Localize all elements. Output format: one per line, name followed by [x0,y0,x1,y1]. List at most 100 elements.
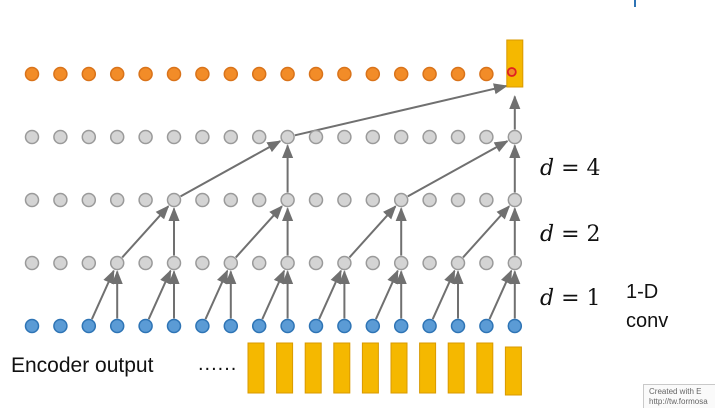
hidden-node [308,192,324,208]
hidden-node [479,255,494,271]
input-node [308,318,324,334]
dilation-label-1: d = 1 [540,286,601,311]
conv-label: 1-D conv [626,278,668,336]
hidden-node [223,129,239,145]
encoder-output-bar [447,342,465,394]
input-node [195,318,210,334]
input-node [251,318,267,334]
ellipsis: ...... [198,353,238,375]
hidden-node [337,129,352,145]
input-node [337,318,352,334]
hidden-node [166,192,182,208]
hidden-node [337,255,352,271]
hidden-node [223,192,239,208]
hidden-node [251,129,267,145]
encoder-output-bar [304,342,322,394]
hidden-node [81,255,97,271]
hidden-node [109,192,125,208]
hidden-node [365,255,381,271]
encoder-output-bar [476,342,494,394]
hidden-node [280,255,295,271]
hidden-node [251,192,267,208]
hidden-node [365,129,381,145]
conv-label-line1: 1-D [626,281,659,303]
output-node [337,66,352,82]
output-node [308,66,324,82]
dilation-label-4: d = 4 [540,156,601,181]
output-node [81,66,97,82]
input-node [393,318,409,334]
conv-label-line2: conv [626,310,669,332]
hidden-node [81,129,97,145]
output-node [393,66,409,82]
hidden-node [138,129,153,145]
output-node [195,66,210,82]
input-node [365,318,381,334]
hidden-node [393,192,409,208]
hidden-node [280,192,295,208]
hidden-node [507,192,523,208]
encoder-output-bar [361,342,379,394]
output-node [223,66,239,82]
output-node [251,66,267,82]
encoder-output-bar [390,342,408,394]
hidden-node [109,129,125,145]
output-node [24,66,40,82]
connection-arrow [294,83,508,137]
watermark-line2: http://tw.formosa [649,397,708,406]
hidden-node [24,129,40,145]
encoder-output-bar [419,342,437,394]
connection-arrow [348,205,397,259]
output-node [138,66,153,82]
output-node [53,66,68,82]
current-output-node [506,67,517,77]
hidden-node [507,129,523,145]
hidden-node [53,255,68,271]
hidden-node [422,192,437,208]
hidden-node [24,255,40,271]
connection-arrow [90,269,115,320]
connection-arrow [147,269,172,320]
hidden-node [308,129,324,145]
connection-arrow [121,205,170,259]
hidden-node [109,255,125,271]
hidden-node [450,192,466,208]
encoder-output-bar [333,342,351,394]
encoder-output-bar [276,342,294,394]
encoder-output-label: Encoder output [11,354,154,377]
hidden-node [24,192,40,208]
hidden-node [393,129,409,145]
input-node [479,318,494,334]
input-node [280,318,295,334]
hidden-node [393,255,409,271]
connection-arrow [180,140,282,198]
hidden-node [251,255,267,271]
hidden-node [195,255,210,271]
hidden-node [365,192,381,208]
output-node [479,66,494,82]
hidden-node [308,255,324,271]
hidden-node [479,129,494,145]
output-node [365,66,381,82]
hidden-node [422,129,437,145]
connection-arrow [261,269,286,320]
connection-arrow [407,140,509,198]
network-nodes [24,66,523,334]
input-node [450,318,466,334]
input-node [166,318,182,334]
connection-arrow [374,269,399,320]
connection-arrow [488,269,513,320]
connection-arrow [235,205,283,259]
input-node [223,318,239,334]
hidden-node [53,192,68,208]
output-node [109,66,125,82]
watermark-line1: Created with E [649,387,702,396]
input-node [24,318,40,334]
input-node [507,318,523,334]
encoder-output-bar [247,342,265,394]
current-output-bar [506,39,524,88]
input-node [109,318,125,334]
encoder-output-bar [504,346,522,396]
input-node [53,318,68,334]
watermark: Created with E http://tw.formosa [643,384,715,408]
